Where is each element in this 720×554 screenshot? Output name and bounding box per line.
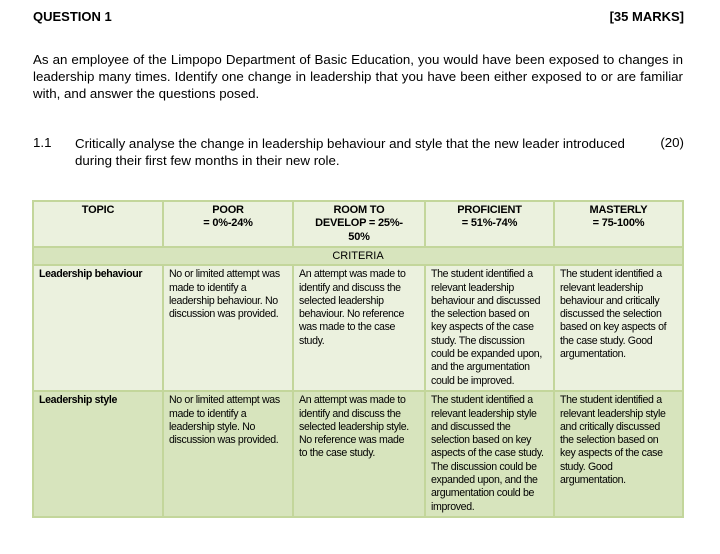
poor-cell: No or limited attempt was made to identi… — [162, 264, 294, 393]
poor-cell: No or limited attempt was made to identi… — [162, 390, 294, 519]
masterly-cell: The student identified a relevant leader… — [553, 390, 684, 519]
question-marks: [35 MARKS] — [609, 9, 684, 24]
subquestion-marks: (20) — [660, 135, 684, 150]
proficient-cell: The student identified a relevant leader… — [424, 264, 555, 393]
header-masterly: MASTERLY = 75-100% — [553, 200, 684, 248]
topic-cell: Leadership behaviour — [32, 264, 164, 393]
masterly-cell: The student identified a relevant leader… — [553, 264, 684, 393]
criteria-label: CRITERIA — [32, 245, 684, 267]
criteria-row: CRITERIA — [32, 245, 684, 267]
header-poor: POOR = 0%-24% — [162, 200, 294, 248]
question-title: QUESTION 1 — [33, 9, 112, 24]
proficient-cell: The student identified a relevant leader… — [424, 390, 555, 519]
table-row: Leadership style No or limited attempt w… — [32, 390, 684, 519]
topic-cell: Leadership style — [32, 390, 164, 519]
subquestion-number: 1.1 — [33, 135, 52, 150]
header-proficient: PROFICIENT = 51%-74% — [424, 200, 555, 248]
rubric-header-row: TOPIC POOR = 0%-24% ROOM TO DEVELOP = 25… — [32, 200, 684, 248]
header-topic: TOPIC — [32, 200, 164, 248]
table-row: Leadership behaviour No or limited attem… — [32, 264, 684, 393]
question-intro: As an employee of the Limpopo Department… — [33, 52, 683, 101]
room-to-develop-cell: An attempt was made to identify and disc… — [292, 390, 426, 519]
rubric-table: TOPIC POOR = 0%-24% ROOM TO DEVELOP = 25… — [32, 200, 684, 519]
header-room-to-develop: ROOM TO DEVELOP = 25%- 50% — [292, 200, 426, 248]
subquestion-text: Critically analyse the change in leaders… — [75, 136, 625, 168]
room-to-develop-cell: An attempt was made to identify and disc… — [292, 264, 426, 393]
